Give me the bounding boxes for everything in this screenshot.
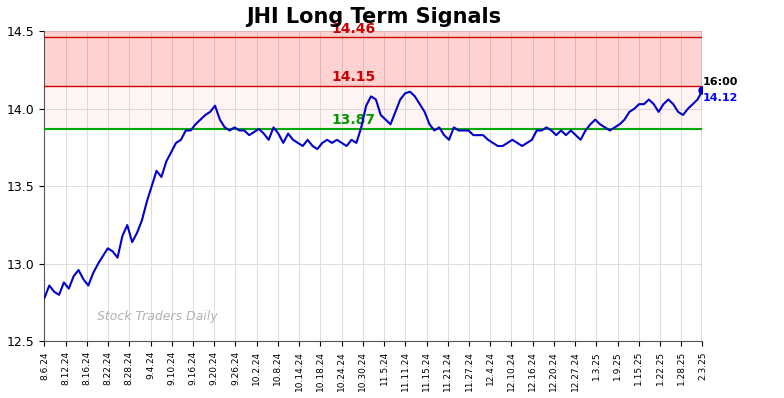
Bar (45, 86, 702, 129)
Text: 13.87: 13.87 (332, 113, 376, 127)
Text: 14.46: 14.46 (332, 22, 376, 36)
Text: 16:00: 16:00 (702, 78, 738, 88)
Text: Stock Traders Daily: Stock Traders Daily (97, 310, 218, 323)
Title: JHI Long Term Signals: JHI Long Term Signals (246, 7, 501, 27)
Text: 14.15: 14.15 (332, 70, 376, 84)
Bar (45, 31, 702, 86)
Text: 14.12: 14.12 (702, 93, 738, 103)
